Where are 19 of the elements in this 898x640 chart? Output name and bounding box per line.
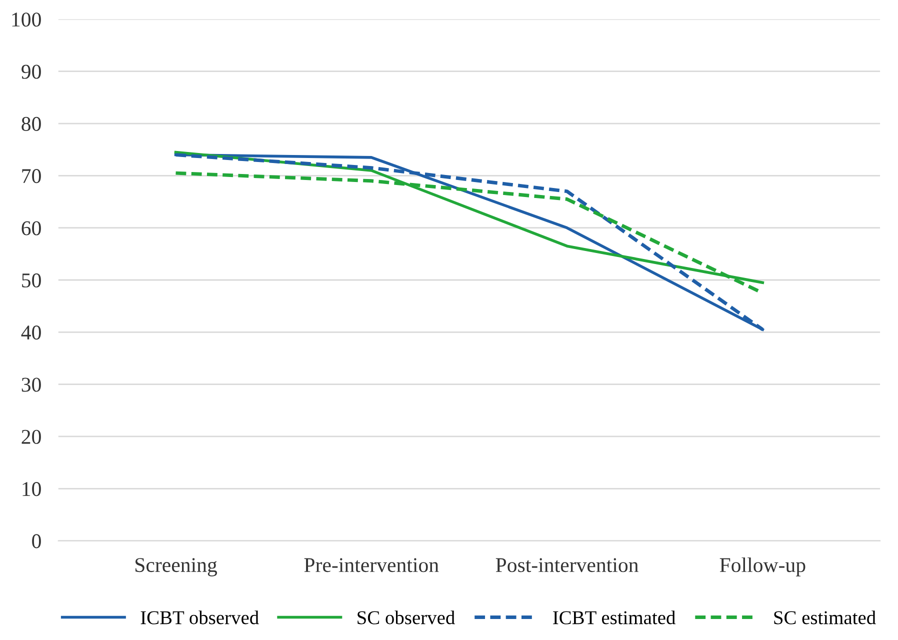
y-tick-label: 100 xyxy=(12,12,41,27)
x-tick-label: Pre-intervention xyxy=(304,558,439,572)
y-tick-label: 40 xyxy=(21,326,41,340)
y-tick-label: 10 xyxy=(22,482,41,496)
y-tick-label: 90 xyxy=(22,64,41,79)
y-tick-label: 20 xyxy=(22,430,41,444)
y-tick-label: 80 xyxy=(22,116,41,131)
y-tick-label: 50 xyxy=(22,273,41,288)
x-tick-label: Follow-up xyxy=(720,557,806,576)
y-tick-label: 0 xyxy=(32,534,41,548)
legend-label: SC estimated xyxy=(774,610,876,624)
x-tick-label: Screening xyxy=(135,558,218,576)
y-tick-label: 70 xyxy=(22,169,41,184)
legend-label: ICBT observed xyxy=(140,610,259,624)
x-tick-label: Post-intervention xyxy=(496,558,638,572)
y-tick-label: 60 xyxy=(22,221,41,236)
legend-label: SC observed xyxy=(358,610,455,624)
legend-label: ICBT estimated xyxy=(553,610,676,624)
y-tick-label: 30 xyxy=(22,378,41,392)
